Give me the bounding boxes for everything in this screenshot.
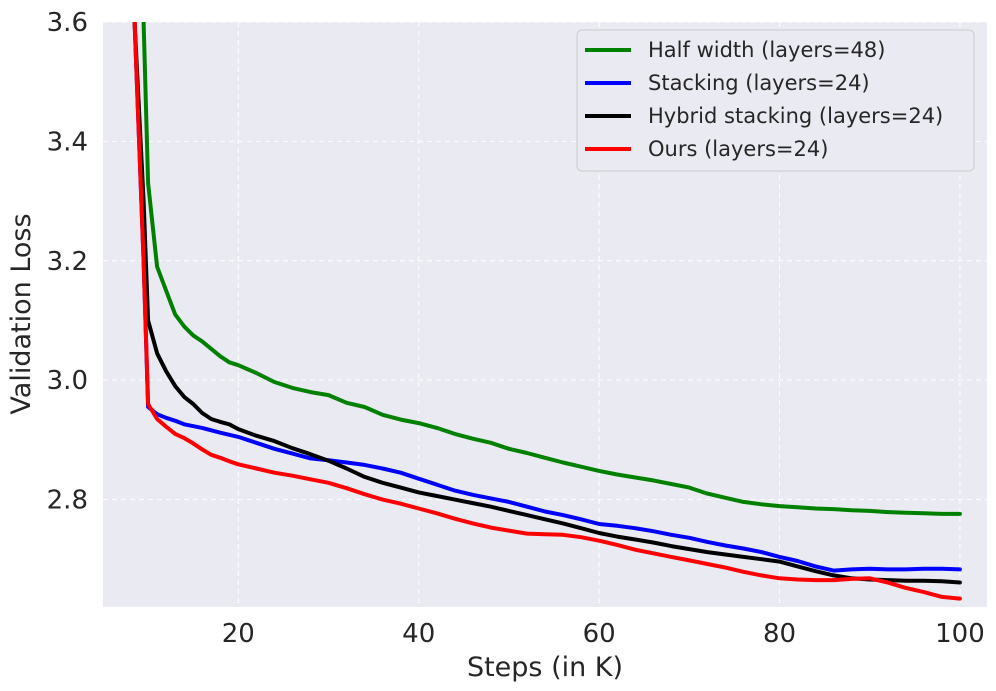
series-line-4 bbox=[132, 22, 962, 601]
legend-box bbox=[576, 29, 975, 172]
y-tick-label: 3.6 bbox=[47, 8, 88, 38]
x-tick-label: 20 bbox=[222, 619, 255, 649]
legend-label: Stacking (layers=24) bbox=[648, 71, 870, 95]
y-tick-label: 3.4 bbox=[47, 127, 88, 157]
y-tick-label: 2.8 bbox=[47, 486, 88, 516]
x-tick-label: 40 bbox=[402, 619, 435, 649]
x-axis-label: Steps (in K) bbox=[467, 652, 623, 683]
x-tick-labels: 20 40 60 80 100 bbox=[222, 619, 985, 649]
y-tick-labels: 2.8 3.0 3.2 3.4 3.6 bbox=[47, 8, 88, 516]
series-layer bbox=[132, 22, 962, 601]
y-axis-label: Validation Loss bbox=[6, 213, 37, 414]
legend-label: Hybrid stacking (layers=24) bbox=[648, 104, 943, 128]
y-tick-label: 3.0 bbox=[47, 366, 88, 396]
x-tick-label: 60 bbox=[583, 619, 616, 649]
legend-label: Ours (layers=24) bbox=[648, 137, 828, 161]
legend: Half width (layers=48) Stacking (layers=2… bbox=[576, 29, 975, 172]
series-line-1 bbox=[141, 22, 962, 516]
series-line-3 bbox=[132, 22, 962, 585]
legend-label: Half width (layers=48) bbox=[648, 38, 885, 62]
x-tick-label: 100 bbox=[935, 619, 985, 649]
y-tick-label: 3.2 bbox=[47, 247, 88, 277]
series-line-2 bbox=[132, 22, 962, 573]
x-tick-label: 80 bbox=[763, 619, 796, 649]
